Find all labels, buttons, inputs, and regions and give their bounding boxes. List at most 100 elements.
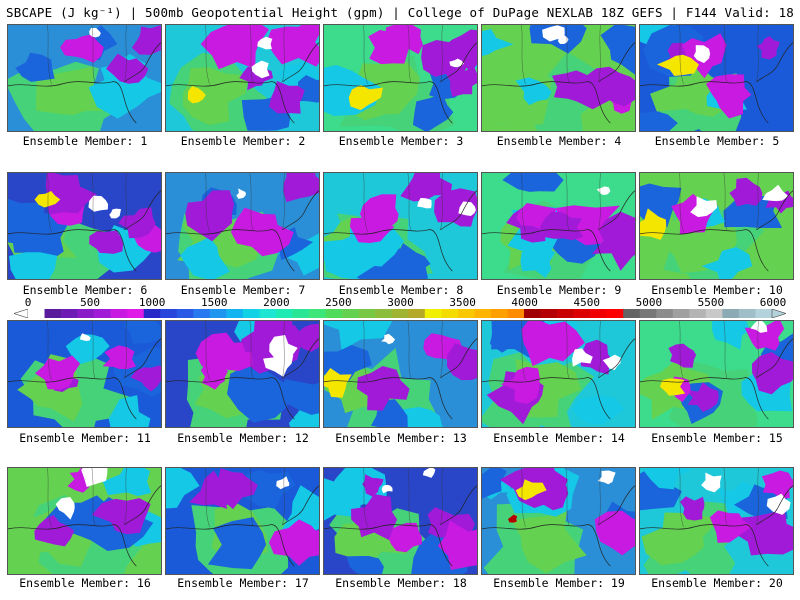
colorbar-max-arrow (771, 309, 786, 318)
ensemble-member-label: Ensemble Member: 3 (338, 134, 464, 148)
ensemble-map-panel (481, 467, 636, 575)
colorbar-swatch (490, 309, 508, 318)
colorbar-tick-label: 6000 (759, 296, 787, 309)
ensemble-map-panel (323, 172, 478, 280)
ensemble-map-panel (7, 24, 162, 132)
colorbar-swatch (705, 309, 723, 318)
ensemble-member-label: Ensemble Member: 9 (496, 283, 622, 297)
colorbar-swatch (540, 309, 558, 318)
colorbar-swatch (160, 309, 178, 318)
sbcape-field (482, 25, 635, 131)
ensemble-map-panel (639, 172, 794, 280)
ensemble-member-label: Ensemble Member: 10 (651, 283, 783, 297)
colorbar-swatch (557, 309, 574, 318)
colorbar-tick-label: 4000 (511, 296, 538, 309)
sbcape-field (166, 468, 319, 574)
colorbar-swatch (441, 309, 459, 318)
ensemble-member-label: Ensemble Member: 17 (177, 576, 309, 590)
colorbar-swatch (722, 309, 740, 318)
sbcape-field (640, 25, 793, 131)
sbcape-field (482, 321, 635, 427)
colorbar-swatch (623, 309, 641, 318)
colorbar-swatch (226, 309, 244, 318)
colorbar-swatch (61, 309, 78, 318)
colorbar-swatch (391, 309, 409, 318)
ensemble-map-panel (481, 24, 636, 132)
colorbar-swatch (28, 309, 45, 318)
colorbar-tick-label: 5000 (635, 296, 663, 309)
colorbar-swatch (292, 309, 310, 318)
ensemble-map-panel (639, 24, 794, 132)
colorbar-min-arrow (14, 309, 29, 318)
colorbar-swatch (127, 309, 145, 318)
ensemble-member-label: Ensemble Member: 7 (180, 283, 306, 297)
ensemble-map-panel (165, 24, 320, 132)
ensemble-map-panel (323, 320, 478, 428)
ensemble-member-label: Ensemble Member: 2 (180, 134, 306, 148)
colorbar-swatch (342, 309, 359, 318)
colorbar-tick-label: 4500 (573, 296, 601, 309)
colorbar-swatch (176, 309, 194, 318)
ensemble-map-panel (639, 320, 794, 428)
ensemble-map-panel (481, 172, 636, 280)
colorbar-swatch (77, 309, 95, 318)
colorbar-tick-label: 500 (80, 296, 101, 309)
colorbar-tick-label: 3000 (387, 296, 414, 309)
sbcape-field (482, 173, 635, 279)
sbcape-field (8, 25, 161, 131)
ensemble-map-panel (323, 24, 478, 132)
colorbar-tick-label: 1500 (201, 296, 228, 309)
ensemble-map-panel (7, 320, 162, 428)
colorbar-swatch (325, 309, 343, 318)
sbcape-field (324, 468, 477, 574)
ensemble-member-label: Ensemble Member: 11 (19, 431, 151, 445)
sbcape-field (640, 173, 793, 279)
colorbar-swatch (209, 309, 227, 318)
colorbar-swatch (242, 309, 260, 318)
ensemble-member-label: Ensemble Member: 14 (493, 431, 625, 445)
colorbar-swatch (424, 309, 442, 318)
colorbar-swatch (44, 309, 62, 318)
ensemble-member-label: Ensemble Member: 4 (496, 134, 622, 148)
ensemble-map-panel (639, 467, 794, 575)
sbcape-field (8, 321, 161, 427)
sbcape-field (324, 173, 477, 279)
ensemble-map-panel (323, 467, 478, 575)
colorbar-swatch (143, 309, 161, 318)
colorbar-swatch (689, 309, 707, 318)
colorbar-swatch (408, 309, 426, 318)
colorbar-swatch (738, 309, 756, 318)
colorbar-tick-label: 1000 (138, 296, 166, 309)
colorbar-swatch (639, 309, 657, 318)
colorbar-tick-label: 2500 (325, 296, 352, 309)
sbcape-field (324, 321, 477, 427)
map-title: SBCAPE (J kg⁻¹) | 500mb Geopotential Hei… (6, 5, 794, 20)
ensemble-map-panel (7, 467, 162, 575)
colorbar-swatch (309, 309, 326, 318)
colorbar-tick-labels: 0 500 1000 1500 2000 2500 3000 3500 4000 4500 5000… (0, 297, 800, 309)
colorbar-swatch (474, 309, 492, 318)
colorbar-swatch (94, 309, 111, 318)
ensemble-map-panel (7, 172, 162, 280)
sbcape-field (8, 468, 161, 574)
ensemble-map-panel (165, 467, 320, 575)
sbcape-field (166, 25, 319, 131)
colorbar-swatch (755, 309, 773, 318)
sbcape-field (482, 468, 635, 574)
colorbar-swatch (606, 309, 624, 318)
ensemble-member-label: Ensemble Member: 8 (338, 283, 464, 297)
colorbar-swatch (358, 309, 376, 318)
sbcape-field (640, 468, 793, 574)
ensemble-map-panel (165, 172, 320, 280)
ensemble-member-label: Ensemble Member: 13 (335, 431, 467, 445)
colorbar (14, 309, 786, 318)
colorbar-swatch (110, 309, 128, 318)
sbcape-field (8, 173, 161, 279)
ensemble-member-label: Ensemble Member: 18 (335, 576, 467, 590)
ensemble-member-label: Ensemble Member: 6 (22, 283, 148, 297)
sbcape-field (166, 321, 319, 427)
colorbar-swatch (507, 309, 525, 318)
colorbar-swatch (193, 309, 211, 318)
ensemble-map-panel (481, 320, 636, 428)
colorbar-swatch (672, 309, 690, 318)
